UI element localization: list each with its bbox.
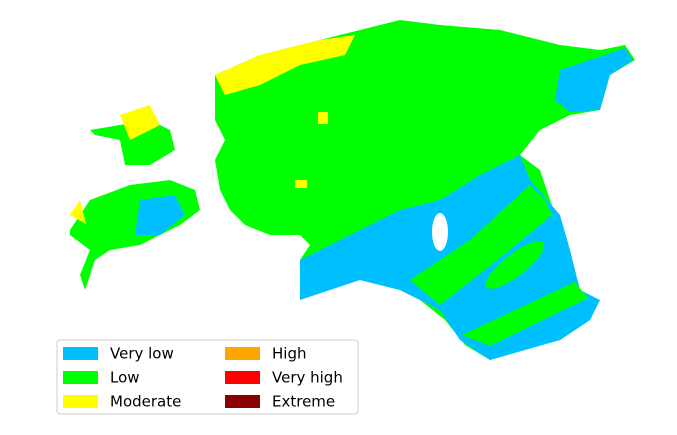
island-hiiumaa <box>90 120 175 165</box>
region-very-low <box>135 195 185 235</box>
region-very-low <box>555 48 633 112</box>
region-low <box>410 185 552 305</box>
region-moderate <box>318 112 328 124</box>
islands <box>70 105 200 290</box>
region-low <box>485 241 545 289</box>
legend: Very low Low Moderate High Very high Extreme <box>56 339 359 415</box>
region-moderate <box>120 105 160 140</box>
legend-label: Very low <box>110 345 174 363</box>
legend-box <box>56 339 359 415</box>
legend-swatch <box>63 347 98 360</box>
legend-swatch <box>225 395 260 408</box>
legend-swatch <box>225 347 260 360</box>
legend-swatch <box>225 371 260 384</box>
legend-swatch <box>63 395 98 408</box>
region-moderate <box>215 35 355 95</box>
mainland <box>215 20 635 360</box>
lake <box>432 213 448 251</box>
region-low <box>462 282 588 346</box>
legend-label: Moderate <box>110 393 181 411</box>
region-moderate <box>295 180 307 188</box>
legend-label: Low <box>110 369 140 387</box>
legend-swatch <box>63 371 98 384</box>
legend-label: Extreme <box>272 393 335 411</box>
region-moderate <box>70 200 86 224</box>
legend-label: Very high <box>272 369 343 387</box>
legend-label: High <box>272 345 306 363</box>
